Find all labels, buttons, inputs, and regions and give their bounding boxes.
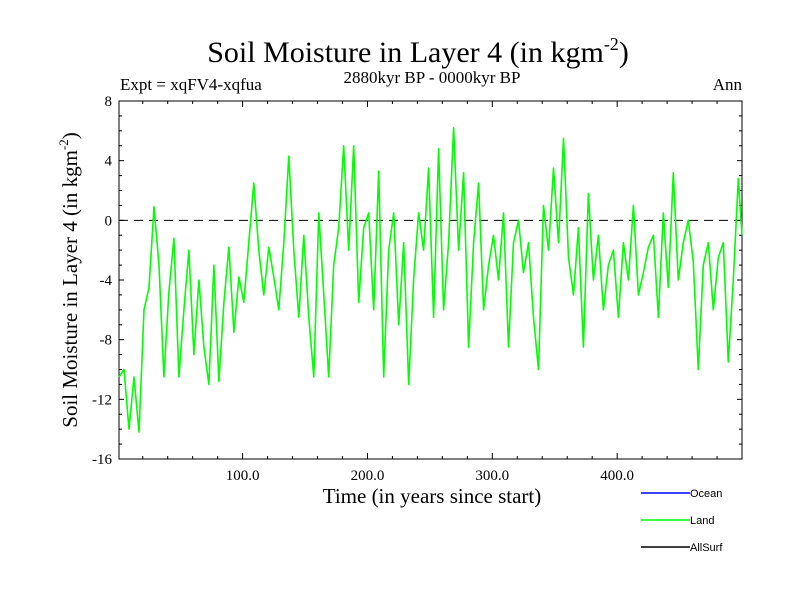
- x-tick-label: 400.0: [600, 468, 634, 484]
- y-axis-label-main: Soil Moisture in Layer 4 (in kgm: [58, 150, 82, 428]
- y-tick-label: 4: [105, 154, 113, 170]
- y-tick-label: -4: [100, 273, 113, 289]
- legend-label-land: Land: [690, 515, 714, 527]
- chart-title-main: Soil Moisture in Layer 4 (in kgm: [207, 36, 604, 69]
- x-tick-label: 200.0: [351, 468, 385, 484]
- legend: Ocean Land AllSurf: [641, 488, 723, 554]
- y-axis-label: Soil Moisture in Layer 4 (in kgm-2): [56, 132, 82, 427]
- y-axis-label-superscript: -2: [56, 139, 71, 150]
- chart-title: Soil Moisture in Layer 4 (in kgm-2): [207, 34, 629, 69]
- chart-title-superscript: -2: [604, 34, 619, 54]
- series-group: [118, 127, 743, 433]
- y-tick-label: -8: [100, 333, 113, 349]
- experiment-label: Expt = xqFV4-xqfua: [120, 75, 262, 94]
- legend-label-allsurf: AllSurf: [690, 542, 723, 554]
- y-axis-label-close: ): [58, 132, 82, 139]
- x-tick-label: 300.0: [475, 468, 509, 484]
- legend-label-ocean: Ocean: [690, 488, 722, 500]
- series-line-land: [118, 127, 743, 433]
- axis-ticks: 8 4 0 -4 -8 -12 -16 100.0 200.0 300.0 400.0: [92, 94, 742, 484]
- y-tick-label: -16: [92, 452, 112, 468]
- y-tick-label: 0: [105, 213, 113, 229]
- y-tick-label: 8: [105, 94, 113, 110]
- x-tick-label: 100.0: [226, 468, 260, 484]
- season-label: Ann: [713, 75, 743, 94]
- y-tick-label: -12: [92, 392, 112, 408]
- time-range-label: 2880kyr BP - 0000kyr BP: [344, 68, 521, 87]
- plot-frame: [118, 100, 743, 460]
- x-axis-label: Time (in years since start): [323, 484, 542, 508]
- chart-title-close: ): [619, 36, 629, 69]
